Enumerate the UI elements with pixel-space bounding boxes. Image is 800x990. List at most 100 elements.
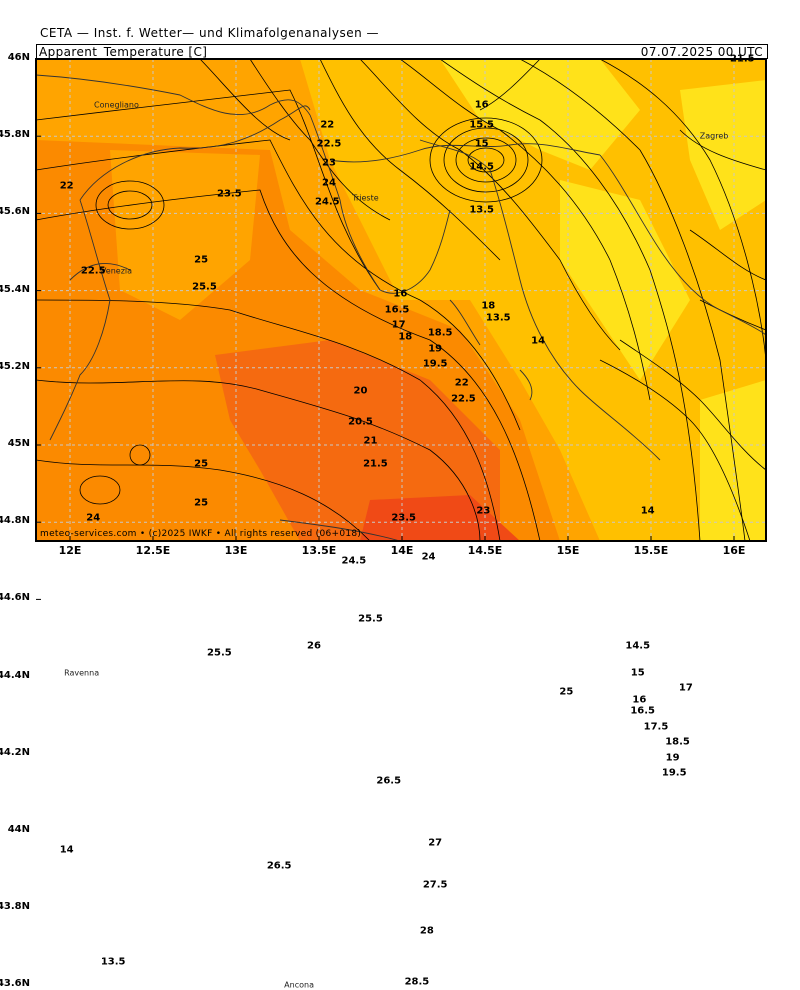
y-tick-label: 45.8N (0, 129, 30, 141)
contour-label: 22.5 (80, 265, 106, 277)
contour-label: 13.5 (100, 956, 126, 968)
contour-label: 26.5 (266, 860, 292, 872)
contour-label: 25 (194, 497, 209, 509)
fill-orange-light-patch (110, 150, 260, 320)
contour-label: 17 (678, 682, 693, 694)
y-tick-label: 45.4N (0, 283, 30, 295)
y-tick-label: 43.8N (0, 901, 30, 913)
weather-map (35, 58, 767, 600)
fill-yellow-light-2 (560, 180, 690, 380)
contour-label: 23 (321, 157, 336, 169)
fill-yellow-light-3 (680, 80, 766, 230)
contour-label: 19.5 (661, 767, 687, 779)
contour-label: 22 (320, 119, 335, 131)
x-tick-label: 15E (556, 544, 580, 557)
place-label: Ravenna (64, 668, 100, 678)
y-tick-label: 46N (7, 52, 30, 63)
contour-label: 21 (363, 435, 378, 447)
contour-label: 13.5 (469, 204, 495, 216)
fill-orange-dark (215, 340, 500, 541)
place-label: Ancona (284, 980, 314, 990)
x-tick-label: 14E (390, 544, 414, 557)
coastlines (36, 74, 766, 541)
contour-label: 25 (194, 458, 209, 470)
contour-label: 18 (481, 300, 496, 312)
contour-label: 17.5 (643, 721, 669, 733)
contour-label: 14 (59, 844, 74, 856)
y-tick-label: 44.8N (0, 515, 30, 527)
contour-label: 24 (321, 177, 336, 189)
contour-label: 27 (428, 837, 443, 849)
x-tick-label: 12E (58, 544, 82, 557)
contour-label: 24 (421, 551, 436, 563)
contour-label: 22.5 (451, 393, 476, 405)
contour-label: 25 (559, 686, 574, 698)
contour-label: 25 (194, 254, 209, 266)
place-label: Venezia (100, 266, 133, 276)
contour-label: 22 (59, 180, 74, 192)
contour-label: 21.5 (363, 458, 388, 470)
contour-label: 26 (307, 640, 321, 652)
contour-label: 28 (419, 925, 434, 937)
y-tick-label: 44N (7, 824, 30, 835)
contour-label: 16 (474, 99, 489, 111)
contour-label: 21.5 (729, 53, 755, 65)
contour-label: 28.5 (404, 976, 430, 988)
place-label: Trieste (352, 193, 379, 203)
contour-label: 17 (391, 319, 406, 331)
chart-title: CETA — Inst. f. Wetter— und Klimafolgena… (40, 26, 380, 40)
x-tick-label: 14.5E (467, 544, 503, 557)
contour-label: 22.5 (316, 138, 342, 150)
contour-label: 18 (398, 331, 413, 343)
axis-ticks (36, 58, 735, 600)
y-tick-label: 43.6N (0, 978, 30, 990)
contour-label: 20 (353, 385, 368, 397)
contour-label: 15.5 (469, 119, 495, 131)
contour-label: 19 (428, 343, 443, 354)
y-tick-label: 45.6N (0, 206, 30, 218)
contour-label: 14.5 (469, 161, 495, 173)
copyright-footer: meteo-services.com • (c)2025 IWKF • All … (40, 529, 362, 539)
y-tick-label: 45N (7, 438, 30, 449)
contour-label: 25.5 (192, 281, 217, 293)
contour-label: 23.5 (217, 188, 242, 200)
y-tick-label: 44.6N (0, 592, 30, 604)
contour-label: 24.5 (314, 196, 340, 208)
contour-label: 14.5 (625, 640, 651, 652)
chart-subheader: Apparent_Temperature [C] 07.07.2025 00 U… (36, 44, 768, 59)
contour-label: 14 (640, 505, 655, 517)
contour-label: 16 (393, 288, 408, 300)
contour-label: 24 (86, 512, 101, 524)
contour-label: 22 (454, 377, 469, 389)
x-tick-label: 15.5E (633, 544, 669, 557)
y-tick-label: 45.2N (0, 360, 30, 372)
y-tick-label: 44.4N (0, 669, 30, 681)
contour-label: 24.5 (341, 555, 367, 567)
contour-label: 16.5 (630, 705, 656, 717)
y-tick-label: 44.2N (0, 746, 30, 758)
map-frame (35, 58, 767, 542)
contour-label: 19.5 (422, 358, 448, 370)
x-tick-label: 16E (722, 544, 746, 557)
contour-label: 27.5 (422, 879, 448, 891)
contour-label: 14 (531, 335, 546, 347)
contour-label: 26.5 (376, 775, 402, 787)
contour-label: 25.5 (207, 647, 232, 659)
contour-label: 23.5 (391, 512, 416, 524)
variable-label: Apparent_Temperature [C] (39, 45, 208, 59)
fill-red-orange (360, 495, 520, 541)
contour-label: 23 (476, 505, 491, 517)
x-tick-label: 13E (224, 544, 248, 557)
contour-label: 15 (630, 667, 645, 679)
fill-yellow-light-1 (440, 59, 640, 170)
contour-label: 16.5 (384, 304, 410, 316)
contour-label: 25.5 (358, 613, 383, 625)
place-label: Zagreb (699, 131, 729, 141)
contour-label: 13.5 (485, 312, 511, 324)
fill-yellow-light-4 (700, 380, 766, 541)
x-tick-label: 12.5E (135, 544, 171, 557)
timestamp-label: 07.07.2025 00 UTC (640, 45, 763, 59)
contour-label: 15 (474, 138, 489, 150)
contour-lines (36, 59, 766, 541)
contour-label: 16 (632, 694, 647, 706)
